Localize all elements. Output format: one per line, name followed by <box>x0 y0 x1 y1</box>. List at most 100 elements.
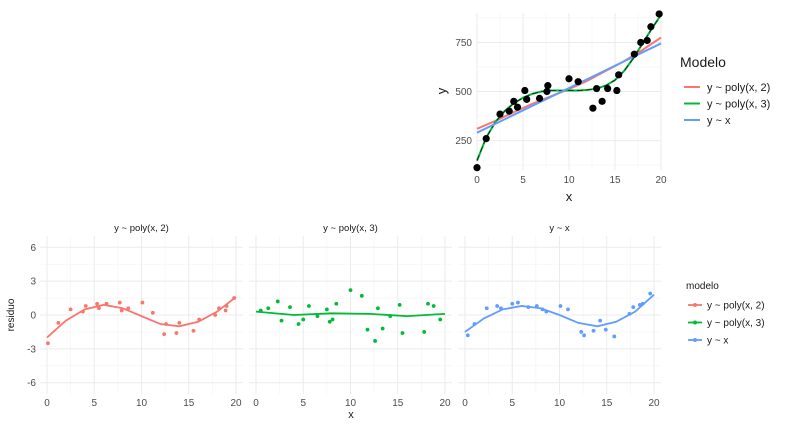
residual-point <box>258 308 263 313</box>
residual-point <box>301 317 306 322</box>
x-tick-label: 20 <box>230 398 242 409</box>
legend-label-y-x: y ~ x <box>707 336 728 347</box>
residual-point <box>631 305 636 309</box>
residual-point <box>213 313 218 317</box>
data-point <box>589 104 597 112</box>
x-tick-label: 5 <box>91 398 97 409</box>
residual-point <box>126 306 131 311</box>
residual-point <box>422 330 427 334</box>
data-point <box>482 135 490 143</box>
legend-label-y-poly-x-2: y ~ poly(x, 2) <box>707 301 765 312</box>
residual-point <box>177 321 182 325</box>
residual-point <box>191 328 196 333</box>
facet-panel-y-x: y ~ x 0 5 10 15 20 <box>458 223 661 409</box>
residual-point <box>426 301 430 306</box>
data-point <box>643 36 651 45</box>
residual-point <box>83 304 88 308</box>
x-tick-label: 0 <box>253 398 259 409</box>
residual-point <box>315 314 320 319</box>
residual-point <box>438 317 443 322</box>
x-tick-label: 5 <box>509 398 515 409</box>
residual-point <box>348 288 353 293</box>
data-point <box>543 87 551 96</box>
x-tick-label: 10 <box>345 398 357 409</box>
residual-point <box>640 301 645 306</box>
data-point <box>637 38 645 47</box>
y-tick-label: -6 <box>27 378 36 389</box>
residual-point <box>499 306 503 311</box>
facet-strip-label: y ~ poly(x, 2) <box>114 223 169 234</box>
residual-point <box>376 306 380 311</box>
residual-point <box>279 318 284 323</box>
fit-line-y-x <box>476 42 662 134</box>
bottom-legend: modelo y ~ poly(x, 2) y ~ poly(x, 3) y ~ x <box>686 281 765 347</box>
residual-point <box>380 326 385 331</box>
data-point <box>521 86 529 95</box>
residual-point <box>232 296 237 300</box>
top-legend: Modelo y ~ poly(x, 2) y ~ poly(x, 3) y ~ x <box>680 54 770 127</box>
residual-point <box>465 333 470 338</box>
residual-point <box>104 301 109 306</box>
x-tick-label: 20 <box>648 398 660 409</box>
residual-point <box>81 309 85 314</box>
residual-point <box>324 307 329 312</box>
residual-point <box>119 308 124 313</box>
residual-point <box>373 339 377 343</box>
data-point <box>513 103 522 111</box>
residual-point <box>598 318 603 323</box>
residual-point <box>330 317 335 322</box>
residual-point <box>544 309 549 314</box>
residual-point <box>296 322 301 326</box>
data-point <box>598 97 606 105</box>
legend-title: Modelo <box>680 54 726 70</box>
residual-point <box>397 302 402 307</box>
x-axis-title: x <box>348 409 354 421</box>
residual-point <box>162 332 167 337</box>
data-point <box>473 164 481 172</box>
top-plot-panel: 0 5 10 15 20 250 500 750 x y <box>434 10 667 204</box>
data-point <box>615 71 623 79</box>
residual-point <box>174 331 179 335</box>
x-tick-label: 0 <box>462 398 468 409</box>
residual-point <box>648 291 653 296</box>
legend-label-y-poly-x-3: y ~ poly(x, 3) <box>707 99 770 111</box>
legend-label-y-poly-x-2: y ~ poly(x, 2) <box>707 82 770 94</box>
residual-point <box>566 307 570 312</box>
y-tick-label: 0 <box>30 311 36 322</box>
residual-point <box>388 314 393 319</box>
residual-point <box>526 305 531 309</box>
x-tick-label: 20 <box>439 398 451 409</box>
residual-point <box>140 300 145 305</box>
x-tick-label: 10 <box>563 175 575 186</box>
data-point <box>593 84 601 93</box>
residual-point <box>327 319 332 324</box>
residual-point <box>68 307 73 312</box>
x-tick-label: 5 <box>300 398 306 409</box>
facet-panel-y-poly-x-3: y ~ poly(x, 3) 0 5 10 15 20 <box>249 223 452 409</box>
legend-key-point-y-x <box>693 338 697 342</box>
x-tick-label: 20 <box>655 175 667 186</box>
residual-point <box>516 300 520 305</box>
data-point <box>574 78 582 86</box>
residual-point <box>97 306 101 311</box>
residual-facet-panels: y ~ poly(x, 2) 0 5 10 15 20 y ~ poly(x, 3) 0 5 10… <box>6 223 661 421</box>
y-tick-label: 750 <box>455 38 472 49</box>
x-tick-label: 10 <box>136 398 148 409</box>
data-point <box>565 75 573 83</box>
x-tick-label: 0 <box>44 398 50 409</box>
residual-point <box>164 322 168 326</box>
smooth-curve <box>46 296 237 339</box>
x-tick-label: 15 <box>609 175 621 186</box>
residual-point <box>612 334 617 339</box>
residual-point <box>484 306 489 311</box>
x-tick-label: 15 <box>183 398 195 409</box>
x-tick-label: 5 <box>520 175 526 186</box>
legend-title: modelo <box>686 281 719 292</box>
residual-point <box>150 310 155 315</box>
residual-point <box>223 308 228 313</box>
data-point <box>604 84 612 93</box>
residual-point <box>365 327 370 332</box>
residual-point <box>224 304 229 308</box>
facet-strip-label: y ~ poly(x, 3) <box>323 223 378 234</box>
